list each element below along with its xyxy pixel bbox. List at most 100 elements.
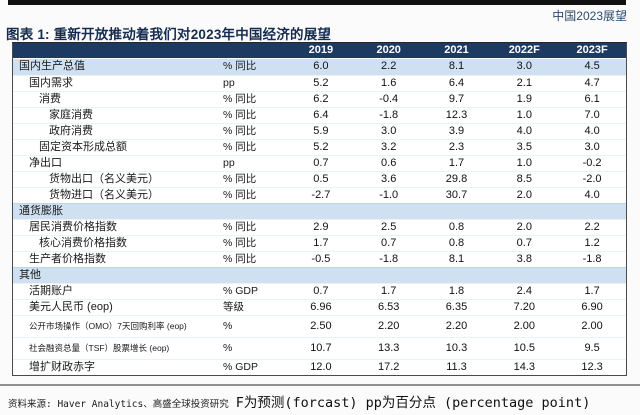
value-cell: -2.7 (311, 189, 331, 201)
row-label: 美元人民币 (eop) (29, 301, 113, 313)
table-row: 净出口 pp 0.7 0.6 1.7 1.0 -0.2 (13, 155, 626, 171)
value-cell: 8.1 (448, 60, 465, 72)
value-cell: 8.5 (516, 173, 532, 185)
column-header-2019: 2019 (308, 44, 334, 56)
header-unit-spacer (223, 43, 287, 58)
value-cell: 9.7 (448, 93, 465, 105)
economic-outlook-table: 2019 2020 2021 2022F 2023F 国内生产总值 % 同比 6.0 2.2 8… (12, 42, 627, 376)
value-cell: 3.2 (381, 141, 397, 153)
value-cell: 3.5 (516, 141, 532, 153)
value-cell: 6.90 (581, 301, 603, 313)
unit-cell: % 同比 (223, 253, 257, 265)
row-label: 活期账户 (29, 285, 73, 297)
unit-cell: % 同比 (223, 109, 257, 121)
value-cell: 2.4 (516, 285, 532, 297)
unit-cell: % 同比 (223, 125, 257, 137)
table-row: 国内需求 pp 5.2 1.6 6.4 2.1 4.7 (13, 75, 626, 91)
table-row: 增扩财政赤字 % GDP 12.0 17.2 11.3 14.3 12.3 (13, 359, 626, 375)
value-cell (355, 204, 423, 219)
value-cell: 4.5 (584, 60, 600, 72)
value-cell: 2.5 (381, 221, 397, 233)
value-cell: 12.3 (445, 109, 468, 121)
unit-cell: % 同比 (223, 60, 257, 72)
row-label: 社会融资总量（TSF）股票增长 (eop) (29, 343, 170, 353)
row-label: 固定资本形成总额 (39, 141, 127, 153)
unit-cell: % 同比 (223, 173, 257, 185)
row-label: 公开市场操作（OMO）7天回购利率 (eop) (29, 321, 187, 331)
value-cell: 6.1 (584, 93, 600, 105)
value-cell: 2.0 (516, 189, 532, 201)
value-cell: 6.4 (313, 109, 329, 121)
value-cell: 0.7 (313, 157, 329, 169)
value-cell (423, 268, 491, 283)
value-cell: 0.7 (516, 237, 532, 249)
unit-cell: % 同比 (223, 93, 257, 105)
unit-cell: % 同比 (223, 221, 257, 233)
row-label: 国内生产总值 (19, 60, 85, 72)
value-cell: 2.20 (445, 320, 468, 332)
top-divider-bar (8, 0, 626, 5)
row-label: 消费 (39, 93, 61, 105)
unit-cell (223, 268, 287, 283)
value-cell: 17.2 (377, 361, 400, 373)
value-cell: 4.0 (584, 125, 600, 137)
value-cell: -1.0 (379, 189, 399, 201)
value-cell: -0.2 (582, 157, 602, 169)
legend-note: F为预测(forcast) pp为百分点 (percentage point) (235, 395, 591, 411)
footer: 资料来源: Haver Analytics、高盛全球投资研究 F为预测(forc… (8, 391, 636, 411)
row-label: 增扩财政赤字 (29, 361, 95, 373)
value-cell: 1.7 (313, 237, 329, 249)
value-cell: 6.0 (313, 60, 329, 72)
value-cell (287, 268, 355, 283)
value-cell: -1.8 (379, 109, 399, 121)
table-row: 公开市场操作（OMO）7天回购利率 (eop)% 2.50 2.20 2.20 2.00… (13, 315, 626, 337)
value-cell (558, 204, 626, 219)
value-cell: 6.2 (313, 93, 329, 105)
value-cell: 1.2 (584, 237, 600, 249)
value-cell: 2.20 (377, 320, 400, 332)
unit-cell: % (223, 320, 233, 332)
table-row: 活期账户 % GDP 0.7 1.7 1.8 2.4 1.7 (13, 283, 626, 299)
value-cell: 10.3 (445, 342, 468, 354)
source-note: 资料来源: Haver Analytics、高盛全球投资研究 (8, 399, 229, 410)
value-cell (490, 268, 558, 283)
value-cell: 10.5 (513, 342, 535, 354)
value-cell: 5.2 (313, 77, 329, 89)
value-cell: 6.96 (310, 301, 332, 313)
value-cell: 2.1 (516, 77, 532, 89)
unit-cell: % 同比 (223, 189, 257, 201)
row-label: 货物进口（名义美元） (49, 189, 159, 201)
value-cell: 1.0 (516, 157, 532, 169)
table-row: 固定资本形成总额 % 同比 5.2 3.2 2.3 3.5 3.0 (13, 139, 626, 155)
value-cell: 1.6 (381, 77, 397, 89)
section-row: 其他 (13, 267, 626, 283)
table-row: 美元人民币 (eop) 等级 6.96 6.53 6.35 7.20 6.90 (13, 299, 626, 315)
table-row: 消费 % 同比 6.2 -0.4 9.7 1.9 6.1 (13, 91, 626, 107)
table-row: 居民消费价格指数 % 同比 2.9 2.5 0.8 2.0 2.2 (13, 219, 626, 235)
value-cell (287, 204, 355, 219)
value-cell: 4.0 (516, 125, 532, 137)
unit-cell: pp (223, 77, 235, 89)
value-cell: -0.4 (379, 93, 399, 105)
unit-cell: % GDP (223, 285, 259, 297)
table-row: 生产者价格指数 % 同比 -0.5 -1.8 8.1 3.8 -1.8 (13, 251, 626, 267)
value-cell (490, 204, 558, 219)
value-cell: 5.2 (313, 141, 329, 153)
value-cell: 5.9 (313, 125, 329, 137)
row-label: 货物出口（名义美元） (49, 173, 159, 185)
value-cell: 0.7 (381, 237, 397, 249)
unit-cell (223, 204, 287, 219)
value-cell: 7.0 (584, 109, 600, 121)
value-cell: -2.0 (582, 173, 602, 185)
value-cell: 0.7 (313, 285, 329, 297)
footer-divider (0, 384, 640, 386)
value-cell: 6.4 (448, 77, 465, 89)
unit-cell: 等级 (223, 301, 244, 313)
value-cell: 12.3 (581, 361, 603, 373)
table-row: 核心消费价格指数 % 同比 1.7 0.7 0.8 0.7 1.2 (13, 235, 626, 251)
value-cell: 7.20 (513, 301, 535, 313)
value-cell: 0.5 (313, 173, 329, 185)
value-cell: 4.0 (584, 189, 600, 201)
table-row: 国内生产总值 % 同比 6.0 2.2 8.1 3.0 4.5 (13, 59, 626, 75)
